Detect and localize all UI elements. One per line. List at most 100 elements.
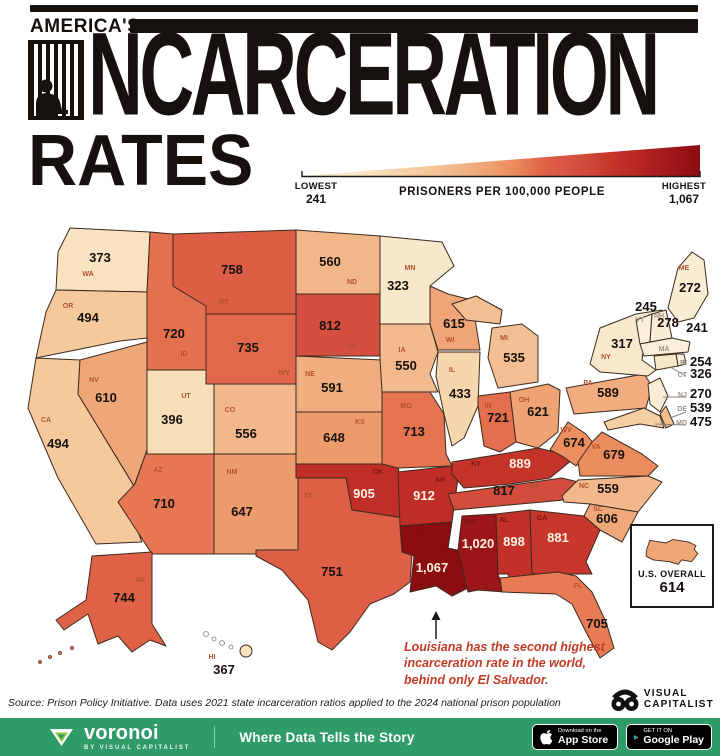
state-code-label: CO <box>225 407 236 414</box>
state-AK-islands <box>38 660 42 664</box>
state-value-label: 539 <box>690 400 712 415</box>
state-value-label: 679 <box>603 447 625 462</box>
state-value-label: 720 <box>163 326 185 341</box>
state-value-label: 751 <box>321 564 343 579</box>
state-value-label: 912 <box>413 488 435 503</box>
state-IL[interactable] <box>435 351 481 447</box>
footer-bar: voronoi BY VISUAL CAPITALIST Where Data … <box>0 718 720 756</box>
state-MI[interactable] <box>451 295 503 325</box>
state-code-label: VA <box>591 444 600 451</box>
apple-icon <box>540 730 553 745</box>
top-distressed-strip <box>30 5 698 12</box>
state-value-label: 589 <box>597 385 619 400</box>
state-code-label: MN <box>405 265 416 272</box>
state-code-label: OH <box>519 397 530 404</box>
voronoi-wordmark: voronoi BY VISUAL CAPITALIST <box>84 722 191 751</box>
state-code-label: HI <box>209 654 216 661</box>
state-value-label: 245 <box>635 299 657 314</box>
callout-line-MD <box>654 423 687 426</box>
state-code-label: MS <box>465 519 476 526</box>
state-code-label: WI <box>446 337 455 344</box>
state-HI[interactable] <box>228 644 234 650</box>
state-VA[interactable] <box>577 431 659 477</box>
state-KY[interactable] <box>451 447 573 489</box>
state-code-label: WA <box>82 271 93 278</box>
footer-tagline: Where Data Tells the Story <box>239 729 415 745</box>
state-MD[interactable] <box>603 407 665 431</box>
state-HI[interactable] <box>203 631 209 637</box>
state-HI[interactable] <box>211 636 217 642</box>
state-value-label: 373 <box>89 250 111 265</box>
state-value-label: 1,067 <box>416 560 449 575</box>
state-value-label: 905 <box>353 486 375 501</box>
google-play-icon <box>634 734 639 740</box>
state-MI[interactable] <box>487 323 539 389</box>
state-CO[interactable] <box>213 383 297 455</box>
state-value-label: 615 <box>443 316 465 331</box>
state-SC[interactable] <box>583 503 639 543</box>
legend-lowest: LOWEST 241 <box>294 181 338 206</box>
state-FL[interactable] <box>499 571 615 659</box>
state-value-label: 606 <box>596 511 618 526</box>
legend: LOWEST 241 PRISONERS PER 100,000 PEOPLE … <box>295 142 706 206</box>
state-code-label: MA <box>659 346 670 353</box>
state-AK-islands <box>58 651 62 655</box>
state-LA[interactable] <box>399 521 473 597</box>
state-value-label: 270 <box>690 386 712 401</box>
us-map-icon <box>645 538 699 565</box>
state-value-label: 559 <box>597 481 619 496</box>
state-value-label: 1,020 <box>462 536 495 551</box>
state-DE[interactable] <box>659 405 675 429</box>
state-code-label: WV <box>560 427 572 434</box>
state-value-label: 889 <box>509 456 531 471</box>
state-HI[interactable] <box>239 644 253 658</box>
state-value-label: 535 <box>503 350 525 365</box>
state-code-label: SC <box>593 506 603 513</box>
state-AK-islands <box>70 646 74 650</box>
state-ME[interactable] <box>667 251 709 323</box>
state-CT[interactable] <box>653 353 679 371</box>
state-HI[interactable] <box>219 640 225 646</box>
state-AK[interactable] <box>55 551 167 653</box>
google-play-badge[interactable]: GET IT ON Google Play <box>626 724 712 750</box>
state-code-label: RI <box>680 360 687 367</box>
state-code-label: KS <box>355 419 365 426</box>
state-value-label: 674 <box>563 435 585 450</box>
kicker-text: AMERICA'S <box>30 16 141 37</box>
state-value-label: 323 <box>387 278 409 293</box>
state-value-label: 494 <box>77 310 99 325</box>
state-NJ[interactable] <box>647 377 669 413</box>
state-code-label: ID <box>181 351 188 358</box>
state-OH[interactable] <box>509 383 561 449</box>
state-TX[interactable] <box>255 477 413 651</box>
state-code-label: KY <box>471 461 481 468</box>
state-value-label: 560 <box>319 254 341 269</box>
state-code-label: NY <box>601 354 611 361</box>
state-code-label: TN <box>529 483 538 490</box>
state-code-label: NC <box>579 483 589 490</box>
state-code-label: NH <box>654 313 664 320</box>
state-value-label: 591 <box>321 380 343 395</box>
legend-axis-label: PRISONERS PER 100,000 PEOPLE <box>399 186 605 198</box>
callout-line-CT <box>669 366 687 377</box>
legend-gradient-wedge <box>301 145 701 178</box>
state-value-label: 494 <box>47 436 69 451</box>
state-code-label: AL <box>499 517 509 524</box>
state-value-label: 241 <box>686 320 708 335</box>
state-NC[interactable] <box>561 475 663 513</box>
app-store-badge[interactable]: Download on the App Store <box>532 724 618 750</box>
annotation-arrow <box>431 611 441 639</box>
louisiana-annotation: Louisiana has the second highest incarce… <box>404 640 605 687</box>
state-code-label: SD <box>347 343 357 350</box>
state-value-label: 621 <box>527 404 549 419</box>
state-value-label: 475 <box>690 414 712 429</box>
state-code-label: MT <box>219 299 230 306</box>
us-overall-box: U.S. OVERALL 614 <box>630 524 714 608</box>
state-code-label: OK <box>373 469 384 476</box>
state-code-label: MO <box>400 403 412 410</box>
visual-capitalist-logo: VISUAL CAPITALIST <box>610 685 714 713</box>
state-value-label: 610 <box>95 390 117 405</box>
state-code-label: CA <box>41 417 51 424</box>
state-code-label: UT <box>181 393 191 400</box>
state-MA[interactable] <box>639 337 691 357</box>
